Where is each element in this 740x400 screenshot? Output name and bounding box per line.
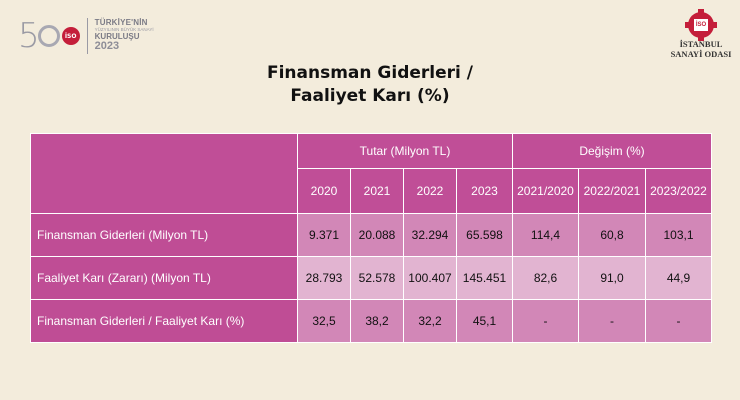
table-cell: 32,5	[297, 299, 351, 343]
table-cell: 103,1	[645, 213, 712, 257]
organization-name-line1: İSTANBUL	[679, 39, 723, 49]
column-header-year: 2023	[456, 168, 513, 214]
emblem-text: İSO	[694, 19, 708, 31]
anniversary-year: 2023	[94, 39, 120, 52]
row-label: Faaliyet Karı (Zararı) (Milyon TL)	[30, 256, 298, 300]
change-group-header: Değişim (%)	[512, 133, 712, 169]
organization-name-line2: SANAYİ ODASI	[670, 48, 732, 59]
table-cell: 28.793	[297, 256, 351, 300]
table-cell: -	[512, 299, 579, 343]
organization-logo: İSO İSTANBUL SANAYİ ODASI	[664, 9, 738, 60]
table-cell: 60,8	[578, 213, 646, 257]
column-header-year: 2021	[350, 168, 404, 214]
table-cell: 32.294	[403, 213, 457, 257]
ring-icon	[37, 25, 60, 47]
gear-emblem-icon: İSO	[61, 27, 80, 45]
table-column-header-row: 2020 2021 2022 2023 2021/2020 2022/2021 …	[31, 168, 712, 214]
page-title: Finansman Giderleri / Faaliyet Karı (%)	[0, 62, 740, 108]
table-cell: 82,6	[512, 256, 579, 300]
table-cell: -	[645, 299, 712, 343]
table-cell: 38,2	[350, 299, 404, 343]
amount-group-header: Tutar (Milyon TL)	[297, 133, 513, 169]
table-row: Faaliyet Karı (Zararı) (Milyon TL) 28.79…	[30, 256, 712, 300]
table-cell: -	[578, 299, 646, 343]
table-cell: 32,2	[403, 299, 457, 343]
table-cell: 20.088	[350, 213, 404, 257]
table-cell: 52.578	[350, 256, 404, 300]
anniversary-line1: TÜRKİYE'NİN	[94, 18, 148, 28]
table-cell: 65.598	[456, 213, 513, 257]
table-row: Finansman Giderleri (Milyon TL) 9.371 20…	[30, 213, 712, 257]
table-cell: 44,9	[645, 256, 712, 300]
table-cell: 100.407	[403, 256, 457, 300]
table-cell: 145.451	[456, 256, 513, 300]
table-cell: 114,4	[512, 213, 579, 257]
column-header-year: 2020	[297, 168, 351, 214]
logo-divider	[86, 18, 88, 54]
column-header-period: 2023/2022	[645, 168, 712, 214]
table-row: Finansman Giderleri / Faaliyet Karı (%) …	[30, 299, 712, 343]
row-label: Finansman Giderleri (Milyon TL)	[30, 213, 298, 257]
table-cell: 91,0	[578, 256, 646, 300]
anniversary-number: 5 İSO	[18, 19, 80, 53]
column-header-period: 2022/2021	[578, 168, 646, 214]
anniversary-text: TÜRKİYE'NİN YÜZYILININ BÜYÜK SANAYİ KURU…	[95, 19, 154, 52]
column-header-year: 2022	[403, 168, 457, 214]
gear-emblem-icon: İSO	[685, 9, 717, 41]
anniversary-number-digit: 5	[18, 16, 40, 56]
column-header-period: 2021/2020	[512, 168, 579, 214]
table-corner-cell	[30, 133, 298, 214]
page-title-line2: Faaliyet Karı (%)	[290, 86, 450, 106]
table-group-header-row: Tutar (Milyon TL) Değişim (%)	[30, 133, 712, 214]
anniversary-line2: YÜZYILININ BÜYÜK SANAYİ	[94, 26, 154, 32]
financial-table: Tutar (Milyon TL) Değişim (%) 2020 2021 …	[30, 133, 712, 343]
page-title-line1: Finansman Giderleri /	[266, 63, 473, 83]
row-label: Finansman Giderleri / Faaliyet Karı (%)	[30, 299, 298, 343]
anniversary-logo: 5 İSO TÜRKİYE'NİN YÜZYILININ BÜYÜK SANAY…	[18, 14, 154, 58]
anniversary-line3: KURULUŞU	[94, 31, 140, 41]
table-cell: 45,1	[456, 299, 513, 343]
table-cell: 9.371	[297, 213, 351, 257]
